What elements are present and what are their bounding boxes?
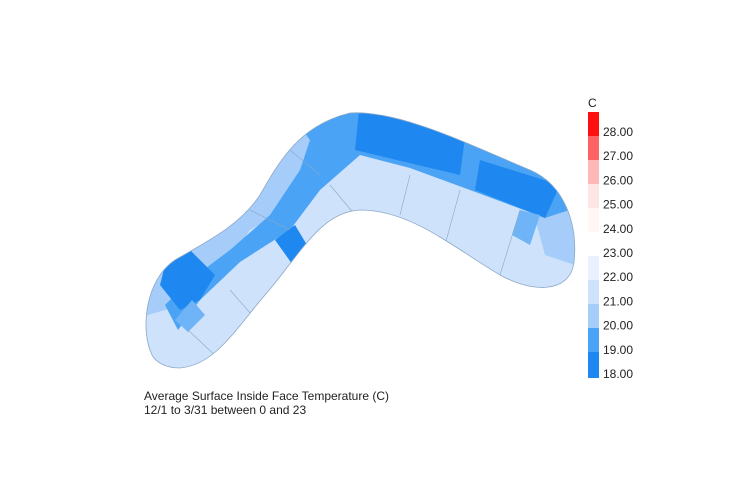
building-outline — [145, 112, 576, 369]
legend-tick-label: 23.00 — [603, 246, 633, 260]
legend-tick-label: 18.00 — [603, 367, 633, 381]
legend-tick-label: 27.00 — [603, 149, 633, 163]
legend-tick-label: 26.00 — [603, 173, 633, 187]
caption-title: Average Surface Inside Face Temperature … — [144, 389, 389, 403]
zone — [512, 210, 540, 245]
zone — [175, 300, 205, 332]
color-bar — [588, 112, 599, 378]
legend-tick-label: 28.00 — [603, 125, 633, 139]
legend-tick-label: 25.00 — [603, 198, 633, 212]
zone — [165, 112, 575, 330]
building-plan — [145, 112, 575, 368]
caption-period: 12/1 to 3/31 between 0 and 23 — [144, 403, 306, 417]
legend-tick-label: 24.00 — [603, 222, 633, 236]
zone — [475, 160, 560, 218]
legend-tick-label: 20.00 — [603, 319, 633, 333]
legend-tick-label: 22.00 — [603, 270, 633, 284]
legend-tick-label: 21.00 — [603, 294, 633, 308]
zone — [160, 250, 215, 310]
legend-tick-label: 19.00 — [603, 343, 633, 357]
legend-unit: C — [588, 96, 597, 110]
